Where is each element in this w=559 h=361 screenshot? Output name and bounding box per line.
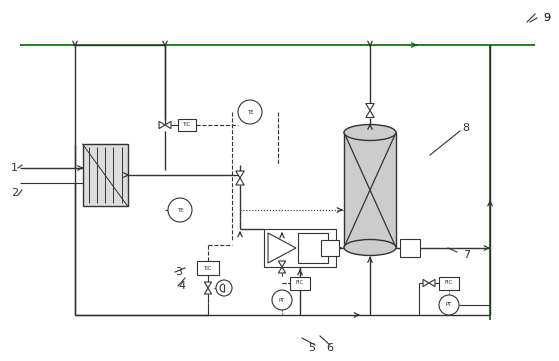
Bar: [298, 233, 328, 263]
Polygon shape: [366, 104, 374, 110]
Polygon shape: [205, 282, 212, 288]
Text: TIC: TIC: [204, 265, 212, 270]
Text: FIC: FIC: [296, 280, 304, 286]
Ellipse shape: [344, 125, 396, 140]
Polygon shape: [366, 110, 374, 117]
Text: 1: 1: [11, 163, 18, 173]
Text: PT: PT: [446, 303, 452, 308]
Text: TIC: TIC: [183, 122, 191, 127]
Circle shape: [238, 100, 262, 124]
Polygon shape: [423, 279, 429, 287]
Text: 8: 8: [462, 123, 469, 133]
Circle shape: [439, 295, 459, 315]
Text: 7: 7: [463, 250, 470, 260]
Text: 3: 3: [175, 267, 182, 277]
Bar: [197, 261, 219, 275]
Text: FIC: FIC: [445, 280, 453, 286]
Text: PT: PT: [279, 297, 285, 303]
Polygon shape: [268, 233, 296, 263]
Text: 5: 5: [308, 343, 315, 353]
Text: 9: 9: [543, 13, 550, 23]
Bar: [439, 277, 459, 290]
Ellipse shape: [344, 239, 396, 256]
Polygon shape: [205, 288, 212, 294]
Bar: [178, 119, 196, 131]
Bar: [321, 240, 339, 256]
Bar: [290, 277, 310, 290]
Text: 6: 6: [326, 343, 333, 353]
Bar: [83, 144, 127, 206]
Text: TE: TE: [177, 208, 183, 213]
Circle shape: [272, 290, 292, 310]
Polygon shape: [278, 261, 286, 267]
Text: TE: TE: [247, 109, 253, 114]
Polygon shape: [165, 121, 171, 129]
Circle shape: [216, 280, 232, 296]
Polygon shape: [159, 121, 165, 129]
Polygon shape: [236, 178, 244, 185]
Bar: [400, 239, 420, 257]
Polygon shape: [278, 267, 286, 273]
Bar: [264, 229, 336, 267]
Bar: [344, 132, 396, 248]
Polygon shape: [429, 279, 435, 287]
Text: 9: 9: [543, 13, 550, 23]
Polygon shape: [236, 171, 244, 178]
Circle shape: [168, 198, 192, 222]
Text: 4: 4: [178, 281, 185, 291]
Text: 2: 2: [11, 188, 18, 198]
